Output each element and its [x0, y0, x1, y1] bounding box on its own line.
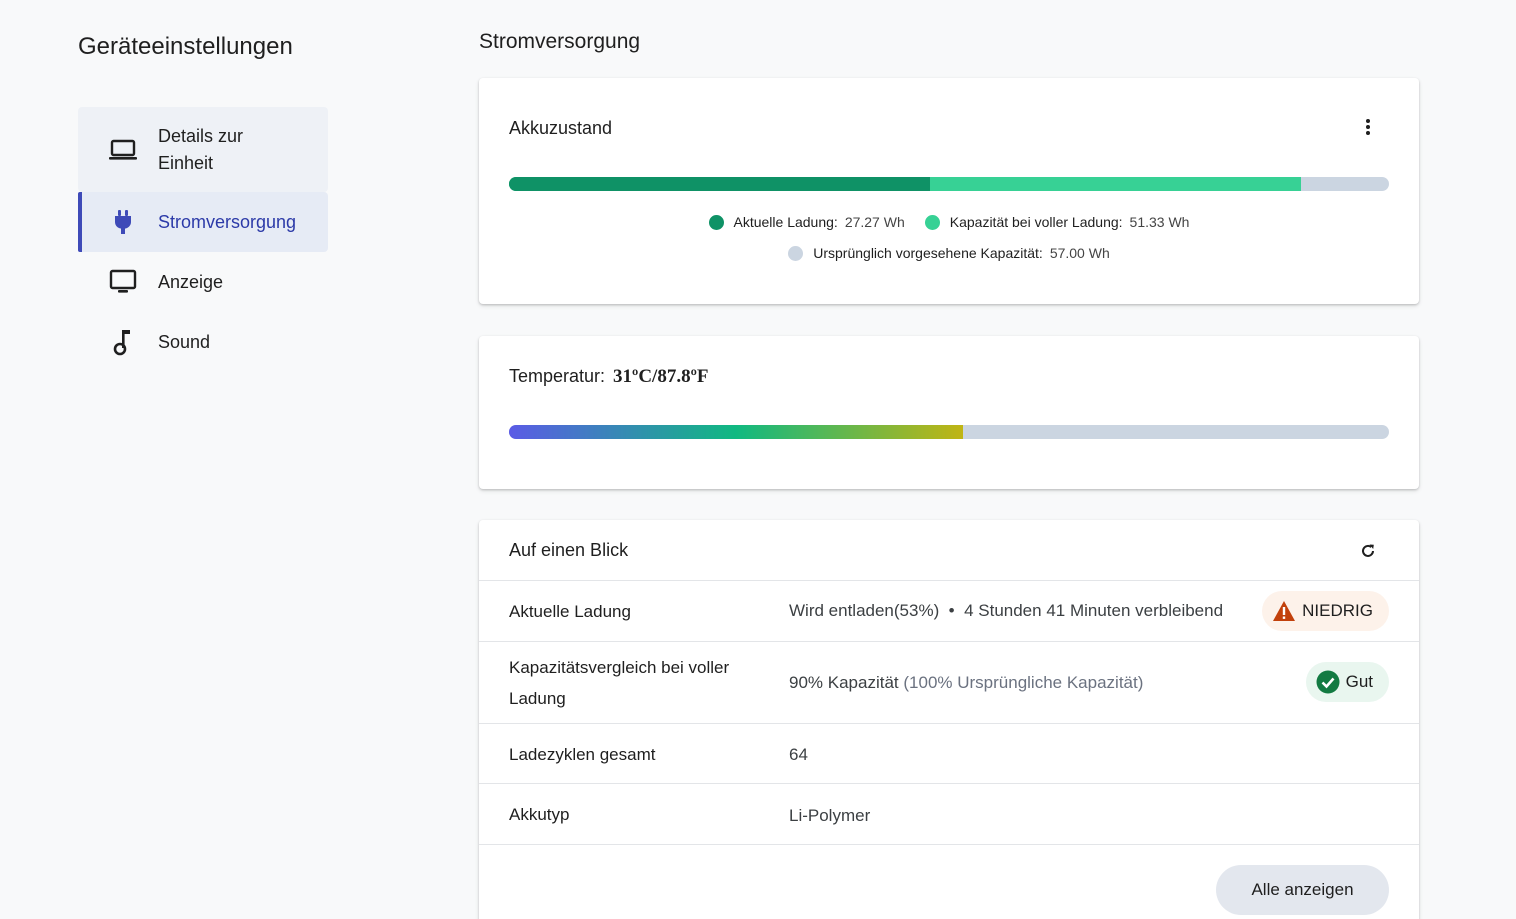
current-charge-segment — [509, 177, 930, 191]
battery-health-card: Akkuzustand Aktuelle Ladung: 27.27 Wh Ka… — [479, 78, 1419, 304]
check-circle-icon — [1316, 670, 1340, 694]
card-title: Akkuzustand — [509, 118, 613, 138]
legend-design-capacity: Ursprünglich vorgesehene Kapazität: 57.0… — [788, 245, 1110, 261]
battery-legend-row-2: Ursprünglich vorgesehene Kapazität: 57.0… — [479, 245, 1419, 261]
temperature-value: 31ºC/87.8ºF — [613, 366, 709, 387]
section-title: Stromversorgung — [479, 30, 641, 53]
row-value: 64 — [789, 745, 808, 764]
legend-value: 57.00 Wh — [1049, 245, 1110, 261]
temperature-readout: Temperatur: 31ºC/87.8ºF — [509, 366, 708, 388]
monitor-icon — [108, 267, 138, 297]
sidebar-item-sound[interactable]: Sound — [78, 312, 328, 372]
legend-dot — [788, 245, 804, 261]
temperature-label: Temperatur: — [509, 366, 606, 386]
more-vert-icon[interactable] — [1357, 116, 1379, 138]
warning-icon — [1273, 601, 1296, 621]
legend-label: Aktuelle Ladung: — [733, 214, 838, 230]
row-value: Li-Polymer — [789, 806, 871, 825]
row-value: 90% Kapazität (100% Ursprüngliche Kapazi… — [789, 673, 1143, 693]
row-label: Aktuelle Ladung — [509, 602, 631, 621]
temperature-fill — [509, 425, 964, 439]
show-all-button[interactable]: Alle anzeigen — [1216, 865, 1389, 915]
legend-dot — [924, 214, 940, 230]
overview-card: Auf einen Blick Aktuelle Ladung Wird ent… — [479, 520, 1419, 919]
legend-current-charge: Aktuelle Ladung: 27.27 Wh — [708, 214, 905, 230]
sidebar-item-label: Stromversorgung — [158, 211, 297, 232]
temperature-card: Temperatur: 31ºC/87.8ºF — [479, 336, 1419, 489]
capacity-value: 90% Kapazität — [789, 673, 899, 692]
badge-label: NIEDRIG — [1302, 601, 1373, 620]
row-charge-cycles: Ladezyklen gesamt 64 — [479, 723, 1419, 784]
legend-dot — [708, 214, 724, 230]
row-capacity-comparison: Kapazitätsvergleich bei voller Ladung 90… — [479, 641, 1419, 723]
legend-label: Kapazität bei voller Ladung: — [949, 214, 1123, 230]
legend-value: 27.27 Wh — [844, 214, 905, 230]
sidebar-item-label: Anzeige — [158, 271, 224, 292]
sidebar-item-label: Sound — [158, 331, 211, 352]
battery-capacity-bar — [509, 177, 1389, 191]
laptop-icon — [108, 135, 138, 165]
row-value: Wird entladen(53%) • 4 Stunden 41 Minute… — [789, 601, 1224, 620]
sidebar-item-label: Details zur Einheit — [158, 125, 244, 173]
badge-label: Gut — [1345, 672, 1373, 691]
music-note-icon — [108, 327, 138, 357]
app-title: Geräteeinstellungen — [78, 33, 293, 60]
sidebar-item-display[interactable]: Anzeige — [78, 252, 328, 312]
row-divider — [479, 844, 1419, 845]
row-label: Ladezyklen gesamt — [509, 745, 656, 764]
refresh-icon[interactable] — [1357, 540, 1379, 562]
status-badge-low: NIEDRIG — [1262, 591, 1389, 631]
power-plug-icon — [108, 207, 138, 237]
battery-legend: Aktuelle Ladung: 27.27 Wh Kapazität bei … — [479, 214, 1419, 230]
legend-full-capacity: Kapazität bei voller Ladung: 51.33 Wh — [924, 214, 1190, 230]
temperature-bar — [509, 425, 1389, 439]
sidebar-item-details[interactable]: Details zur Einheit — [78, 107, 328, 192]
sidebar-item-power[interactable]: Stromversorgung — [78, 192, 328, 252]
sidebar-nav: Details zur Einheit Stromversorgung Anze… — [78, 107, 328, 372]
row-label: Kapazitätsvergleich bei voller Ladung — [509, 658, 730, 708]
legend-value: 51.33 Wh — [1129, 214, 1190, 230]
row-current-charge: Aktuelle Ladung Wird entladen(53%) • 4 S… — [479, 580, 1419, 642]
card-title: Auf einen Blick — [509, 540, 629, 560]
row-battery-type: Akkutyp Li-Polymer — [479, 783, 1419, 845]
legend-label: Ursprünglich vorgesehene Kapazität: — [813, 245, 1043, 261]
design-capacity-note: (100% Ursprüngliche Kapazität) — [903, 673, 1144, 692]
status-badge-good: Gut — [1305, 662, 1389, 702]
row-label: Akkutyp — [509, 805, 570, 824]
